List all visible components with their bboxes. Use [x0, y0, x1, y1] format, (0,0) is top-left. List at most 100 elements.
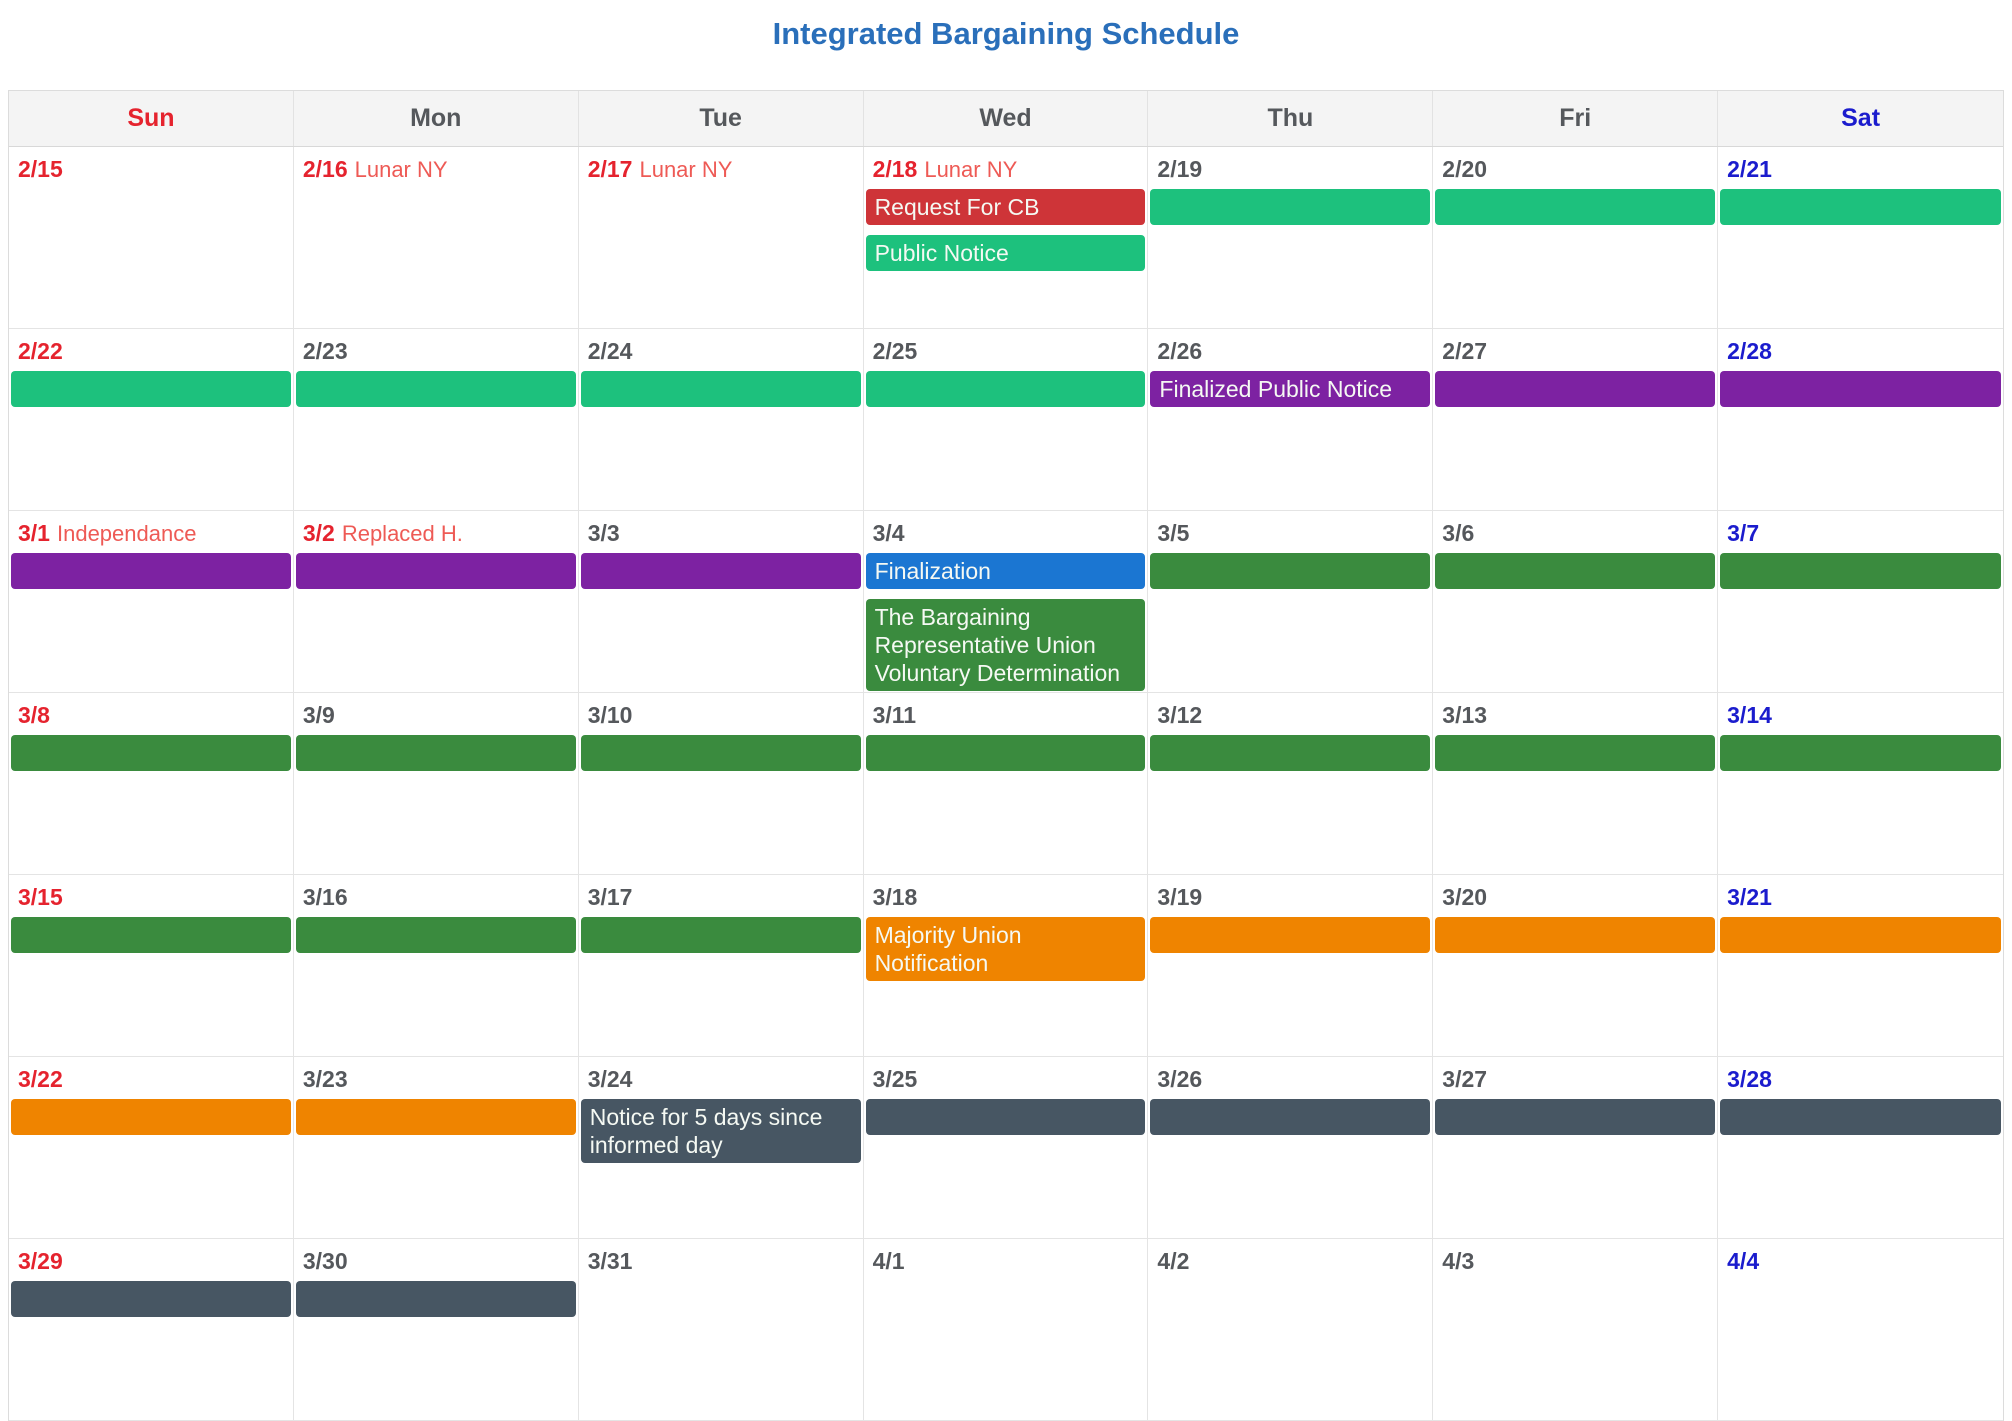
- event-finalized-public-notice-continuation[interactable]: [1720, 371, 2001, 407]
- event-voluntary-determination-continuation[interactable]: [580, 735, 861, 771]
- day-cell-3-23[interactable]: 3/23: [293, 1057, 579, 1238]
- day-cell-3-6[interactable]: 3/6: [1433, 511, 1719, 692]
- event-notice-5-days[interactable]: Notice for 5 days since informed day: [580, 1099, 861, 1163]
- event-majority-union-notification-continuation[interactable]: [1435, 917, 1716, 953]
- event-notice-5-days-continuation[interactable]: [865, 1099, 1146, 1135]
- day-cell-2-21[interactable]: 2/21: [1718, 147, 2003, 328]
- event-voluntary-determination-continuation[interactable]: [865, 735, 1146, 771]
- event-finalization[interactable]: Finalization: [865, 553, 1146, 589]
- day-cell-2-20[interactable]: 2/20: [1433, 147, 1719, 328]
- day-cell-2-16[interactable]: 2/16 Lunar NY: [293, 147, 579, 328]
- event-voluntary-determination-continuation[interactable]: [1150, 553, 1431, 589]
- event-notice-5-days-continuation[interactable]: [1435, 1099, 1716, 1135]
- day-cell-3-30[interactable]: 3/30: [293, 1239, 579, 1420]
- day-cell-2-27[interactable]: 2/27: [1433, 329, 1719, 510]
- event-voluntary-determination-continuation[interactable]: [1150, 735, 1431, 771]
- event-notice-5-days-continuation[interactable]: [1720, 1099, 2001, 1135]
- day-cell-3-16[interactable]: 3/16: [293, 875, 579, 1056]
- day-cell-2-25[interactable]: 2/25: [863, 329, 1149, 510]
- day-cell-4-3[interactable]: 4/3: [1433, 1239, 1719, 1420]
- event-finalized-public-notice-continuation[interactable]: [11, 553, 291, 589]
- day-header-sun: Sun: [9, 91, 294, 146]
- day-cell-3-24[interactable]: 3/24 Notice for 5 days since informed day: [578, 1057, 864, 1238]
- event-public-notice[interactable]: Public Notice: [865, 235, 1146, 271]
- day-cell-3-28[interactable]: 3/28: [1718, 1057, 2003, 1238]
- date-label: 2/20: [1442, 156, 1488, 182]
- day-cell-4-4[interactable]: 4/4: [1718, 1239, 2003, 1420]
- date-label: 3/4: [872, 520, 905, 546]
- event-voluntary-determination-continuation[interactable]: [1720, 553, 2001, 589]
- event-finalized-public-notice-continuation[interactable]: [295, 553, 576, 589]
- event-public-notice-continuation[interactable]: [1150, 189, 1431, 225]
- week-row: 3/22 3/23 3/24 Notice for 5 days since info…: [9, 1057, 2003, 1239]
- event-voluntary-determination-continuation[interactable]: [580, 917, 861, 953]
- event-public-notice-continuation[interactable]: [580, 371, 861, 407]
- day-cell-2-19[interactable]: 2/19: [1148, 147, 1434, 328]
- day-cell-2-24[interactable]: 2/24: [578, 329, 864, 510]
- event-voluntary-determination-continuation[interactable]: [295, 735, 576, 771]
- event-majority-union-notification[interactable]: Majority Union Notification: [865, 917, 1146, 981]
- day-cell-3-4[interactable]: 3/4 Finalization The Bargaining Representa…: [863, 511, 1149, 692]
- day-cell-3-3[interactable]: 3/3: [578, 511, 864, 692]
- day-cell-2-23[interactable]: 2/23: [293, 329, 579, 510]
- event-voluntary-determination[interactable]: The Bargaining Representative Union Volu…: [865, 599, 1146, 691]
- event-label: The Bargaining Representative Union Volu…: [874, 604, 1121, 686]
- event-finalized-public-notice-continuation[interactable]: [580, 553, 861, 589]
- event-finalized-public-notice[interactable]: Finalized Public Notice: [1150, 371, 1431, 407]
- day-cell-2-26[interactable]: 2/26 Finalized Public Notice: [1148, 329, 1434, 510]
- event-public-notice-continuation[interactable]: [295, 371, 576, 407]
- event-public-notice-continuation[interactable]: [11, 371, 291, 407]
- date-label: 3/25: [872, 1066, 918, 1092]
- day-cell-3-31[interactable]: 3/31: [578, 1239, 864, 1420]
- day-cell-3-13[interactable]: 3/13: [1433, 693, 1719, 874]
- event-public-notice-continuation[interactable]: [1435, 189, 1716, 225]
- event-public-notice-continuation[interactable]: [865, 371, 1146, 407]
- day-cell-3-20[interactable]: 3/20: [1433, 875, 1719, 1056]
- event-notice-5-days-continuation[interactable]: [11, 1281, 291, 1317]
- event-majority-union-notification-continuation[interactable]: [11, 1099, 291, 1135]
- day-cell-3-5[interactable]: 3/5: [1148, 511, 1434, 692]
- day-cell-3-29[interactable]: 3/29: [9, 1239, 294, 1420]
- event-majority-union-notification-continuation[interactable]: [295, 1099, 576, 1135]
- date-label: 2/27: [1442, 338, 1488, 364]
- day-cell-3-21[interactable]: 3/21: [1718, 875, 2003, 1056]
- event-voluntary-determination-continuation[interactable]: [1435, 553, 1716, 589]
- date-line: 2/21: [1718, 147, 2003, 189]
- day-cell-3-11[interactable]: 3/11: [863, 693, 1149, 874]
- event-voluntary-determination-continuation[interactable]: [11, 917, 291, 953]
- day-cell-3-17[interactable]: 3/17: [578, 875, 864, 1056]
- day-cell-3-10[interactable]: 3/10: [578, 693, 864, 874]
- day-cell-3-15[interactable]: 3/15: [9, 875, 294, 1056]
- day-cell-3-9[interactable]: 3/9: [293, 693, 579, 874]
- event-public-notice-continuation[interactable]: [1720, 189, 2001, 225]
- day-cell-2-22[interactable]: 2/22: [9, 329, 294, 510]
- day-cell-3-12[interactable]: 3/12: [1148, 693, 1434, 874]
- event-voluntary-determination-continuation[interactable]: [11, 735, 291, 771]
- day-cell-2-17[interactable]: 2/17 Lunar NY: [578, 147, 864, 328]
- event-voluntary-determination-continuation[interactable]: [1435, 735, 1716, 771]
- event-voluntary-determination-continuation[interactable]: [1720, 735, 2001, 771]
- event-notice-5-days-continuation[interactable]: [295, 1281, 576, 1317]
- day-cell-3-18[interactable]: 3/18 Majority Union Notification: [863, 875, 1149, 1056]
- event-notice-5-days-continuation[interactable]: [1150, 1099, 1431, 1135]
- day-cell-3-7[interactable]: 3/7: [1718, 511, 2003, 692]
- event-majority-union-notification-continuation[interactable]: [1720, 917, 2001, 953]
- day-cell-3-22[interactable]: 3/22: [9, 1057, 294, 1238]
- day-cell-3-1[interactable]: 3/1 Independance: [9, 511, 294, 692]
- day-cell-3-8[interactable]: 3/8: [9, 693, 294, 874]
- event-voluntary-determination-continuation[interactable]: [295, 917, 576, 953]
- day-cell-4-1[interactable]: 4/1: [863, 1239, 1149, 1420]
- day-cell-3-14[interactable]: 3/14: [1718, 693, 2003, 874]
- day-cell-4-2[interactable]: 4/2: [1148, 1239, 1434, 1420]
- day-cell-3-19[interactable]: 3/19: [1148, 875, 1434, 1056]
- event-request-for-cb[interactable]: Request For CB: [865, 189, 1146, 225]
- day-cell-3-2[interactable]: 3/2 Replaced H.: [293, 511, 579, 692]
- day-cell-3-25[interactable]: 3/25: [863, 1057, 1149, 1238]
- day-cell-2-18[interactable]: 2/18 Lunar NY Request For CB Public Notice: [863, 147, 1149, 328]
- event-majority-union-notification-continuation[interactable]: [1150, 917, 1431, 953]
- day-cell-2-15[interactable]: 2/15: [9, 147, 294, 328]
- day-cell-2-28[interactable]: 2/28: [1718, 329, 2003, 510]
- day-cell-3-26[interactable]: 3/26: [1148, 1057, 1434, 1238]
- event-finalized-public-notice-continuation[interactable]: [1435, 371, 1716, 407]
- day-cell-3-27[interactable]: 3/27: [1433, 1057, 1719, 1238]
